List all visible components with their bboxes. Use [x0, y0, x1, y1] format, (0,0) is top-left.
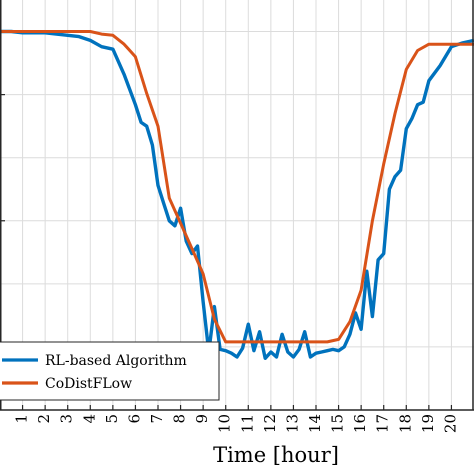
- x-tick-label: 3: [58, 414, 76, 424]
- legend-label: RL-based Algorithm: [45, 353, 187, 369]
- x-tick-label: 6: [125, 414, 143, 424]
- x-tick-label: 1: [13, 414, 31, 424]
- x-tick-label: 17: [374, 414, 392, 433]
- x-axis-label: Time [hour]: [213, 443, 339, 467]
- x-tick-label: 5: [103, 414, 121, 424]
- x-tick-label: 19: [419, 414, 437, 433]
- x-tick-label: 12: [261, 414, 279, 433]
- x-tick-label: 15: [329, 414, 347, 433]
- x-tick-label: 9: [193, 414, 211, 424]
- x-tick-label: 7: [148, 414, 166, 424]
- legend-box: [0, 341, 220, 401]
- x-tick-label: 2: [35, 414, 53, 424]
- series-layer: [0, 29, 474, 360]
- legend: RL-based Algorithm CoDistFLow: [0, 341, 220, 401]
- x-tick-label: 4: [80, 414, 98, 424]
- x-tick-label: 18: [396, 414, 414, 433]
- x-tick-label: 13: [283, 414, 301, 433]
- x-tick-labels: 1 2 3 4 5 6 7 8 9 10 11 12 13 14 15 16 17 18 19 20: [13, 414, 460, 433]
- x-tick-label: 20: [441, 414, 459, 433]
- x-tick-label: 8: [171, 414, 189, 424]
- x-tick-label: 11: [238, 414, 256, 433]
- series-line-codistflow: [0, 30, 474, 344]
- x-tick-label: 10: [216, 414, 234, 433]
- x-tick-label: 14: [306, 414, 324, 433]
- x-tick-label: 16: [351, 414, 369, 433]
- legend-label: CoDistFLow: [45, 376, 132, 392]
- series-line-rl-based-algorithm: [0, 29, 474, 360]
